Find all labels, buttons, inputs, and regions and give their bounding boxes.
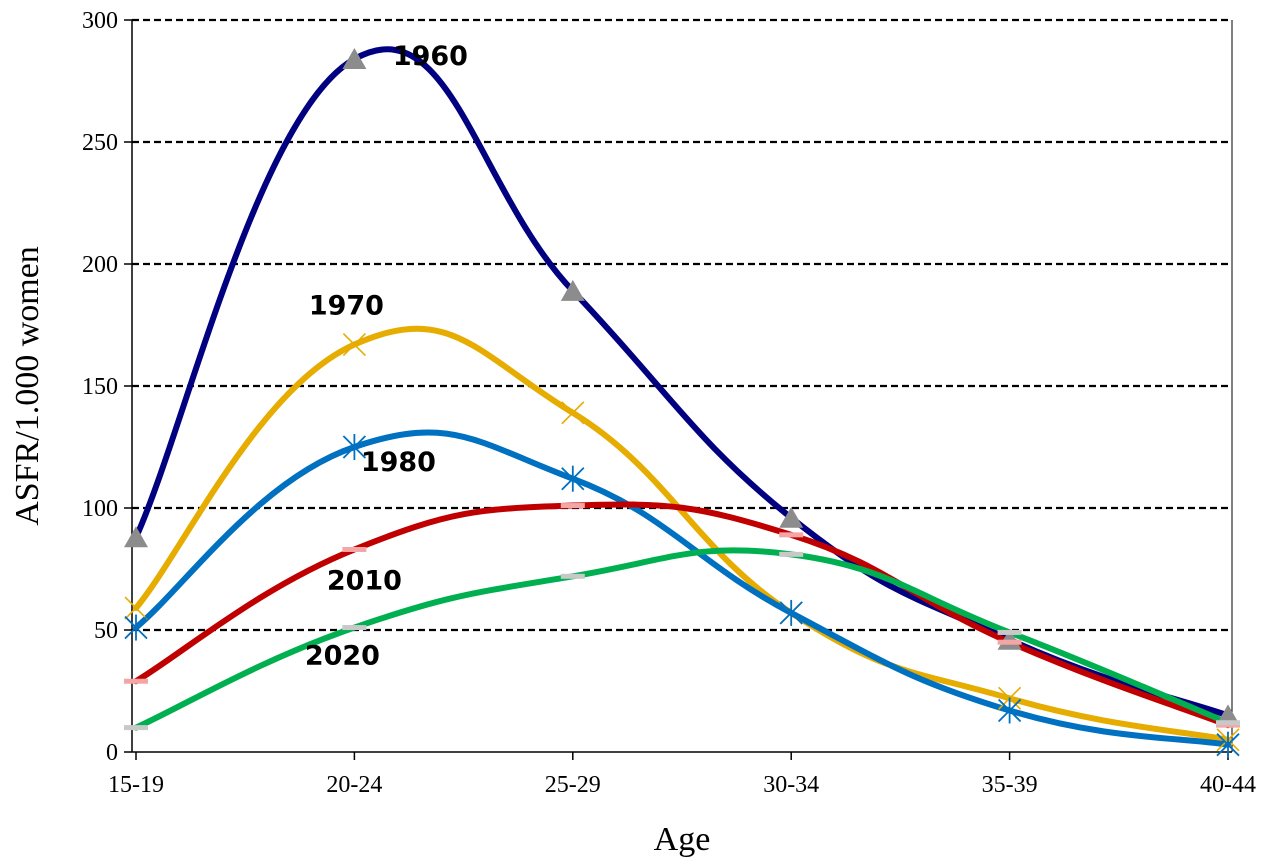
y-tick-label: 100 <box>82 496 118 522</box>
y-tick-label: 150 <box>82 374 118 400</box>
marker-1960 <box>560 279 585 301</box>
marker-2010 <box>997 639 1022 645</box>
x-tick-label: 35-39 <box>982 772 1038 798</box>
marker-2020 <box>1216 720 1240 726</box>
marker-1960 <box>124 526 148 548</box>
marker-1980 <box>342 434 367 460</box>
x-axis-title: Age <box>654 821 711 858</box>
series-markers <box>124 48 1240 758</box>
x-tick-label: 30-34 <box>763 772 819 798</box>
marker-1960 <box>342 48 367 70</box>
series-line-2010 <box>133 501 1231 729</box>
marker-1980 <box>561 465 585 492</box>
marker-1970 <box>561 401 585 425</box>
marker-1980 <box>124 614 148 641</box>
marker-2020 <box>124 725 148 731</box>
marker-1970 <box>124 596 148 620</box>
series-label-2010: 2010 <box>327 565 402 596</box>
y-tick-label: 200 <box>82 252 118 278</box>
series-lines <box>133 46 1231 748</box>
series-line-1980 <box>133 429 1231 748</box>
marker-1980 <box>779 599 803 626</box>
x-tick-label: 40-44 <box>1200 772 1256 798</box>
series-line-2020 <box>133 547 1231 731</box>
marker-1980 <box>997 697 1022 724</box>
y-axis-title: ASFR/1.000 women <box>9 246 46 526</box>
y-tick-label: 0 <box>106 740 118 766</box>
series-label-1970: 1970 <box>309 291 384 322</box>
marker-2020 <box>779 551 804 557</box>
marker-2020 <box>997 629 1022 635</box>
x-tick-label: 20-24 <box>326 772 382 798</box>
tick-labels: 0 50 100 150 200 250 300 15-19 20-24 25-29 30-34 35… <box>82 8 1256 798</box>
y-tick-label: 50 <box>94 618 118 644</box>
series-label-1980: 1980 <box>361 447 436 478</box>
marker-2010 <box>779 532 804 538</box>
marker-1980 <box>1216 731 1240 758</box>
marker-2010 <box>342 546 367 552</box>
marker-1970 <box>342 332 366 357</box>
y-tick-label: 300 <box>82 8 118 34</box>
series-line-1970 <box>133 325 1231 743</box>
x-tick-label: 15-19 <box>108 772 164 798</box>
axes <box>124 19 1233 760</box>
series-label-1960: 1960 <box>393 41 468 72</box>
x-tick-label: 25-29 <box>545 772 601 798</box>
marker-1960 <box>779 506 804 528</box>
y-tick-label: 250 <box>82 130 118 156</box>
marker-2010 <box>124 678 148 684</box>
marker-2010 <box>560 503 585 509</box>
marker-2020 <box>342 625 367 631</box>
series-labels: 1960 1970 1980 2010 2020 <box>305 41 468 672</box>
marker-1960 <box>1216 704 1240 726</box>
marker-2020 <box>560 573 585 579</box>
series-label-2020: 2020 <box>305 641 380 672</box>
